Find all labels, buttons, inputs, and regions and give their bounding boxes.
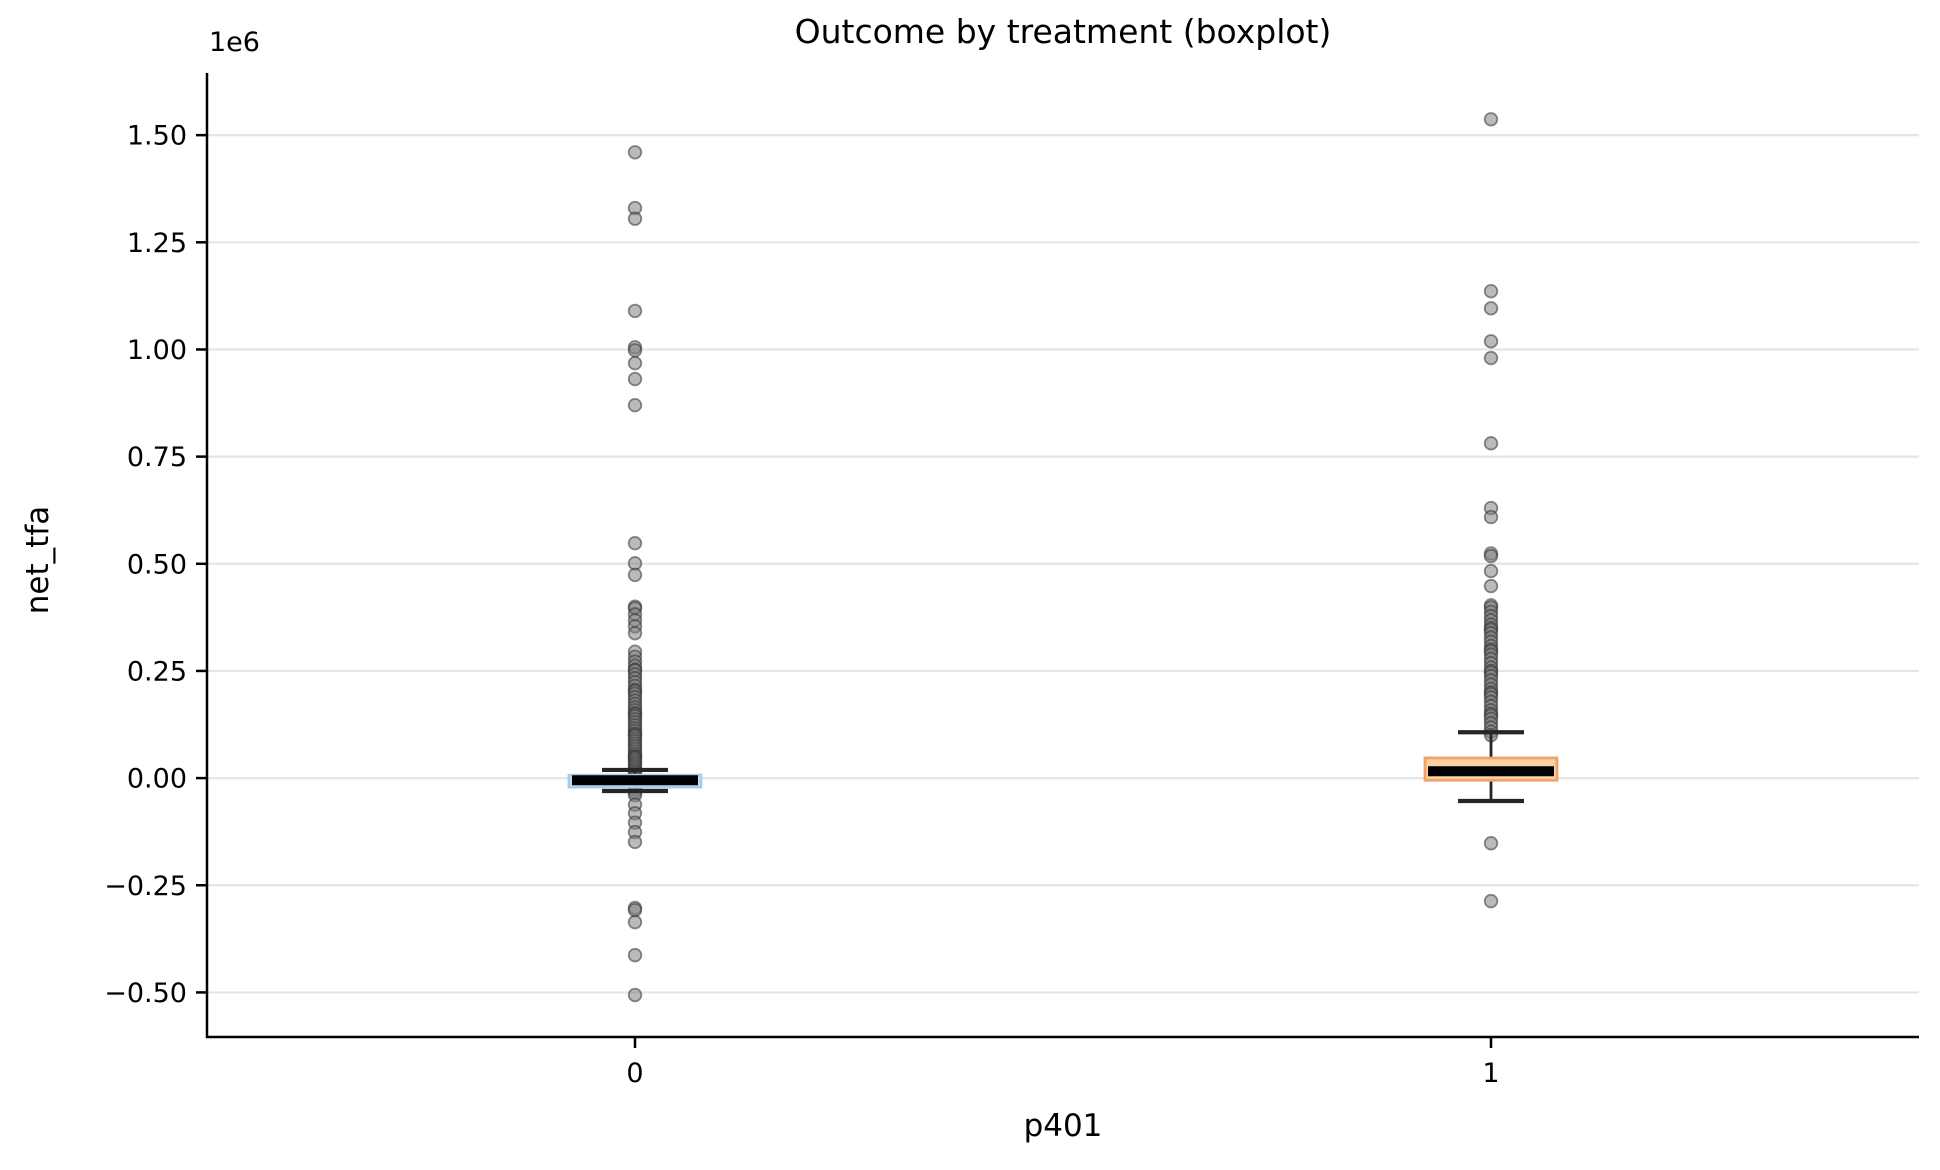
y-tick-label: 1.00	[127, 335, 187, 366]
scatter-point	[627, 343, 643, 358]
scatter-point	[1483, 548, 1499, 564]
scatter-point	[627, 914, 643, 930]
y-tick-label: 0.00	[127, 764, 187, 795]
y-tick-label: 0.25	[127, 656, 187, 687]
x-tick-label: 0	[626, 1058, 643, 1089]
scatter-point	[627, 902, 643, 918]
y-tick-label: 0.75	[127, 442, 187, 473]
scatter-point	[1483, 509, 1499, 525]
scatter-point	[1483, 578, 1499, 594]
scatter-point	[627, 355, 643, 371]
scatter-point	[1483, 893, 1499, 909]
scatter-point	[627, 145, 643, 160]
y-tick-label: 1.50	[127, 121, 187, 152]
scatter-point	[1483, 350, 1499, 366]
y-axis-offset-label: 1e6	[209, 27, 260, 58]
x-tick-label: 1	[1482, 1058, 1499, 1089]
scatter-point	[627, 626, 643, 641]
scatter-point	[1483, 112, 1499, 127]
scatter-point	[627, 947, 643, 963]
y-tick-label: 1.25	[127, 228, 187, 259]
scatter-point	[1483, 334, 1499, 349]
scatter-point	[627, 987, 643, 1003]
scatter-point	[627, 834, 643, 850]
scatter-point	[1483, 436, 1499, 451]
scatter-point	[1483, 301, 1499, 316]
scatter-point	[627, 536, 643, 551]
y-tick-label: −0.25	[104, 871, 187, 902]
x-axis-label: p401	[1023, 1108, 1103, 1144]
scatter-point	[627, 303, 643, 319]
median-line-group1	[1428, 766, 1554, 777]
scatter-point	[627, 211, 643, 226]
y-tick-label: −0.50	[104, 978, 187, 1009]
scatter-point	[627, 371, 643, 387]
y-tick-label: 0.50	[127, 549, 187, 580]
chart-title: Outcome by treatment (boxplot)	[794, 12, 1332, 51]
scatter-point	[1483, 283, 1499, 299]
scatter-point	[1483, 563, 1499, 579]
median-line-group0	[572, 775, 698, 786]
scatter-point	[1483, 836, 1499, 851]
scatter-point	[627, 397, 643, 413]
scatter-point	[627, 567, 643, 583]
